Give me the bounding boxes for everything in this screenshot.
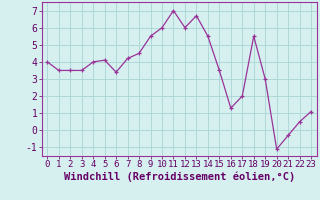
X-axis label: Windchill (Refroidissement éolien,°C): Windchill (Refroidissement éolien,°C) (64, 172, 295, 182)
